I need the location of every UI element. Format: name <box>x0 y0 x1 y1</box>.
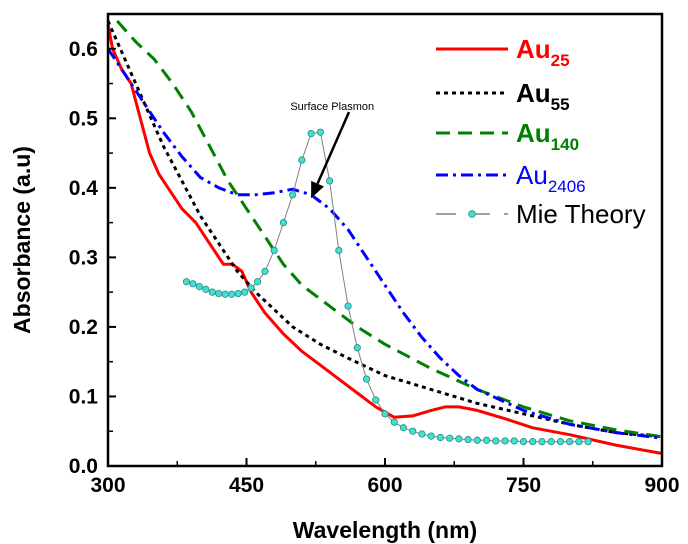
mie-theory-point <box>241 288 249 296</box>
mie-theory-point <box>575 438 583 446</box>
legend-entry-au-25: Au25 <box>436 34 570 70</box>
legend-label: Mie Theory <box>516 199 646 229</box>
x-tick-label: 900 <box>644 474 679 497</box>
mie-theory-point <box>279 219 288 227</box>
legend-label: Au2406 <box>516 160 586 196</box>
mie-theory-point <box>584 438 592 446</box>
mie-theory-point <box>547 438 555 446</box>
mie-theory-point <box>316 128 324 136</box>
series-line-au-25 <box>106 24 663 455</box>
series-line-au-55 <box>106 20 663 439</box>
mie-theory-point <box>381 410 389 418</box>
series-layer <box>106 20 663 455</box>
x-tick-label: 600 <box>367 474 402 497</box>
mie-theory-point <box>253 278 262 286</box>
mie-theory-point <box>529 438 537 446</box>
mie-theory-point <box>519 438 528 446</box>
mie-theory-point <box>409 427 417 435</box>
mie-theory-point <box>482 436 491 444</box>
mie-theory-point <box>270 246 278 255</box>
y-tick-label: 0.2 <box>69 316 98 339</box>
x-axis-title: Wavelength (nm) <box>293 517 477 543</box>
surface-plasmon-annotation: Surface Plasmon <box>290 101 374 199</box>
mie-theory-point <box>492 437 500 445</box>
mie-theory-point <box>436 433 444 442</box>
plot-frame <box>106 12 664 468</box>
annotation-arrow-head <box>311 180 324 199</box>
legend-label: Au55 <box>516 78 570 114</box>
y-tick-label: 0.4 <box>69 177 99 200</box>
mie-theory-point <box>289 191 297 199</box>
mie-theory-point <box>455 435 463 443</box>
mie-theory-point <box>446 434 454 442</box>
x-tick-label: 300 <box>90 474 125 497</box>
mie-theory-point <box>390 418 398 426</box>
y-tick-label: 0.6 <box>69 38 98 61</box>
mie-theory-point <box>556 438 565 446</box>
mie-theory-point <box>261 267 269 275</box>
mie-theory-point <box>228 290 236 298</box>
mie-theory-point <box>399 424 408 432</box>
y-tick-label: 0.3 <box>69 246 98 269</box>
mie-theory-point <box>538 438 546 446</box>
mie-theory-point <box>189 280 197 288</box>
mie-theory-point <box>247 284 255 292</box>
y-tick-label: 0.1 <box>69 385 99 408</box>
mie-theory-point <box>427 432 435 440</box>
mie-theory-point <box>372 396 380 404</box>
mie-theory-point <box>566 438 574 446</box>
y-tick-label: 0.0 <box>69 455 98 478</box>
series-line-au-140 <box>116 20 663 439</box>
mie-theory-point <box>510 437 518 445</box>
mie-theory-point <box>464 435 472 444</box>
legend-entry-au-140: Au140 <box>436 118 579 154</box>
mie-theory-point <box>473 436 481 444</box>
y-tick-label: 0.5 <box>69 107 99 130</box>
tick-layer: 300 450 600 750 900 0.0 0.1 0.2 0.3 0.4 0.5 0.6 <box>69 13 680 497</box>
legend-label: Au25 <box>516 34 570 70</box>
annotation-arrow-line <box>316 111 351 185</box>
mie-theory-point <box>325 177 334 185</box>
mie-theory-point <box>298 156 306 164</box>
mie-theory-point <box>221 290 229 298</box>
legend-label: Au140 <box>516 118 579 154</box>
annotation-text: Surface Plasmon <box>290 101 374 113</box>
mie-theory-point <box>202 285 210 293</box>
legend-entry-au-55: Au55 <box>436 78 570 114</box>
y-axis-title: Absorbance (a.u) <box>9 146 35 334</box>
mie-theory-point <box>344 302 352 310</box>
mie-theory-point <box>215 289 223 298</box>
x-tick-label: 750 <box>506 474 541 497</box>
mie-theory-point <box>353 344 361 352</box>
mie-theory-point <box>195 282 204 291</box>
mie-theory-point <box>335 246 343 255</box>
mie-theory-point <box>501 437 509 445</box>
legend-entry-au-2406: Au2406 <box>436 160 586 196</box>
mie-theory-point <box>307 130 315 138</box>
marker-layer <box>182 128 592 446</box>
mie-theory-point <box>418 430 426 438</box>
series-line-au-2406 <box>106 47 663 440</box>
x-tick-label: 450 <box>229 474 264 497</box>
legend-marker <box>468 210 476 218</box>
mie-theory-point <box>234 289 242 298</box>
legend-entry-mie-theory: Mie Theory <box>436 199 646 229</box>
mie-theory-point <box>182 278 191 286</box>
mie-theory-point <box>362 375 371 383</box>
mie-theory-point <box>208 288 216 296</box>
